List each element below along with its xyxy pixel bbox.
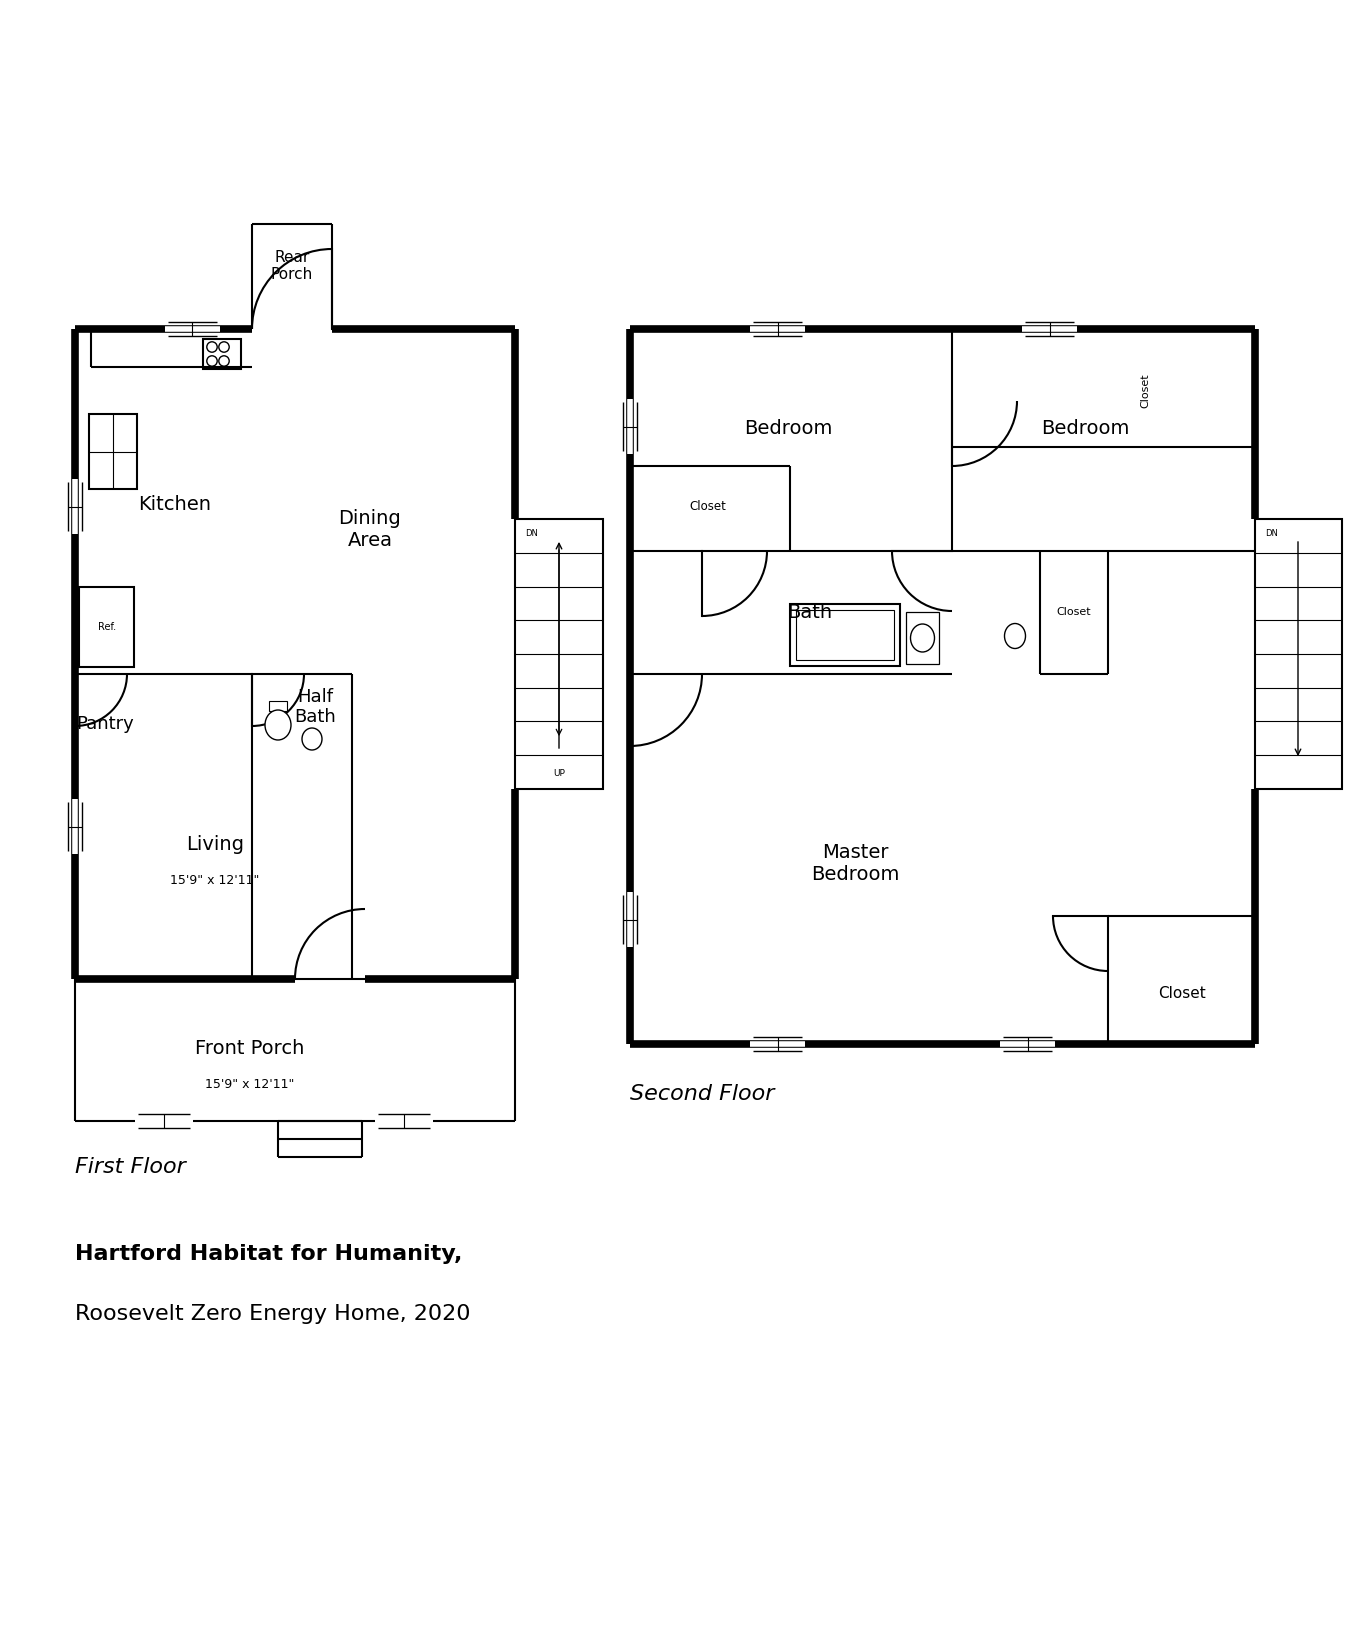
Text: First Floor: First Floor bbox=[76, 1157, 186, 1177]
Bar bbox=[796, 610, 894, 661]
Ellipse shape bbox=[910, 624, 934, 652]
Text: DN: DN bbox=[1265, 529, 1278, 538]
Text: Dining
Area: Dining Area bbox=[339, 508, 401, 549]
Text: Living: Living bbox=[186, 834, 244, 854]
Text: Ref.: Ref. bbox=[99, 621, 116, 633]
Text: Front Porch: Front Porch bbox=[196, 1039, 305, 1059]
Text: Pantry: Pantry bbox=[76, 715, 134, 733]
Text: UP: UP bbox=[554, 769, 564, 779]
Bar bbox=[80, 587, 134, 667]
Ellipse shape bbox=[302, 728, 323, 751]
Ellipse shape bbox=[265, 710, 292, 739]
Text: Bath: Bath bbox=[787, 603, 833, 621]
Text: 15'9" x 12'11": 15'9" x 12'11" bbox=[170, 875, 259, 887]
Text: DN: DN bbox=[525, 529, 537, 538]
Text: Half
Bath: Half Bath bbox=[294, 688, 336, 726]
Bar bbox=[269, 701, 288, 711]
Bar bbox=[89, 415, 136, 488]
Text: 15'9" x 12'11": 15'9" x 12'11" bbox=[205, 1077, 294, 1090]
Bar bbox=[514, 520, 603, 788]
Bar bbox=[906, 611, 940, 664]
Bar bbox=[202, 339, 242, 369]
Ellipse shape bbox=[1004, 623, 1026, 649]
Text: Closet: Closet bbox=[1158, 987, 1206, 1001]
Text: Rear
Porch: Rear Porch bbox=[271, 249, 313, 282]
Text: Bedroom: Bedroom bbox=[744, 420, 832, 439]
Text: Closet: Closet bbox=[690, 500, 726, 513]
Bar bbox=[1256, 520, 1342, 788]
Text: Closet: Closet bbox=[1057, 606, 1091, 616]
Text: Closet: Closet bbox=[1139, 374, 1150, 408]
Text: Roosevelt Zero Energy Home, 2020: Roosevelt Zero Energy Home, 2020 bbox=[76, 1305, 471, 1324]
Text: Second Floor: Second Floor bbox=[630, 1083, 775, 1105]
Text: Hartford Habitat for Humanity,: Hartford Habitat for Humanity, bbox=[76, 1244, 462, 1264]
Bar bbox=[790, 605, 900, 665]
Text: Master
Bedroom: Master Bedroom bbox=[811, 844, 899, 885]
Text: Kitchen: Kitchen bbox=[139, 495, 212, 513]
Text: Bedroom: Bedroom bbox=[1041, 420, 1129, 439]
